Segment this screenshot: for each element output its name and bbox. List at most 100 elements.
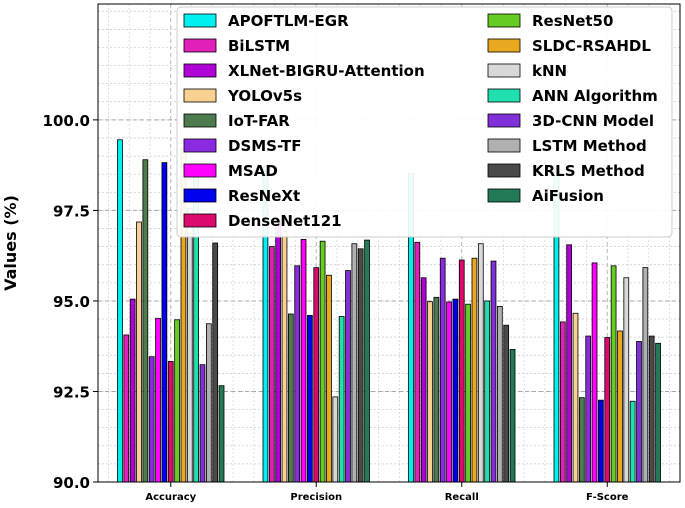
legend-swatch bbox=[183, 38, 217, 53]
legend-label: AiFusion bbox=[532, 187, 604, 205]
bar bbox=[414, 241, 421, 483]
x-tick-label: Recall bbox=[445, 492, 479, 503]
bar bbox=[509, 349, 516, 483]
bar bbox=[591, 262, 598, 483]
bar bbox=[148, 356, 155, 483]
bar bbox=[433, 296, 440, 483]
bar bbox=[636, 341, 642, 483]
legend-label: 3D-CNN Model bbox=[532, 112, 654, 130]
bar bbox=[427, 301, 433, 483]
legend: APOFTLM-EGR BiLSTM XLNet-BIGRU-Attention YO… bbox=[176, 6, 673, 238]
legend-label: YOLOv5s bbox=[227, 87, 302, 105]
legend-swatch bbox=[487, 63, 521, 78]
bar bbox=[155, 317, 161, 483]
legend-swatch bbox=[183, 213, 217, 228]
bar bbox=[218, 385, 225, 483]
legend-swatch bbox=[183, 88, 217, 103]
bar bbox=[161, 162, 168, 483]
bar bbox=[471, 257, 478, 483]
legend-swatch bbox=[487, 188, 521, 203]
bar bbox=[326, 274, 332, 483]
bar bbox=[490, 260, 497, 483]
bar bbox=[300, 238, 307, 483]
legend-swatch bbox=[487, 38, 521, 53]
bar bbox=[458, 259, 465, 483]
legend-label: LSTM Method bbox=[532, 137, 647, 155]
bar bbox=[655, 342, 661, 483]
legend-swatch bbox=[487, 163, 521, 178]
bar bbox=[566, 244, 573, 483]
bar bbox=[364, 239, 370, 483]
bar bbox=[332, 396, 339, 483]
bar bbox=[338, 316, 345, 483]
legend-swatch bbox=[183, 63, 217, 78]
bar bbox=[319, 240, 326, 483]
bar bbox=[477, 243, 484, 483]
bar bbox=[199, 364, 206, 483]
legend-swatch bbox=[487, 88, 521, 103]
y-tick-label: 95.0 bbox=[53, 293, 90, 311]
bars-layer bbox=[117, 139, 661, 483]
bar bbox=[186, 208, 193, 483]
y-tick-label: 100.0 bbox=[43, 112, 90, 130]
bar bbox=[598, 399, 604, 483]
legend-label: ResNeXt bbox=[228, 187, 300, 205]
y-tick-label: 97.5 bbox=[53, 202, 90, 220]
bar bbox=[484, 300, 491, 483]
y-tick-label: 92.5 bbox=[53, 383, 90, 401]
legend-label: BiLSTM bbox=[228, 37, 290, 55]
bar bbox=[496, 305, 503, 483]
bar bbox=[465, 303, 471, 483]
bar bbox=[357, 248, 364, 483]
bar bbox=[345, 270, 351, 483]
legend-label: APOFTLM-EGR bbox=[228, 12, 349, 30]
bar bbox=[351, 243, 358, 483]
bar bbox=[617, 330, 623, 483]
bar bbox=[275, 220, 282, 483]
legend-swatch bbox=[183, 188, 217, 203]
bar bbox=[287, 313, 294, 483]
bar bbox=[117, 139, 123, 483]
legend-swatch bbox=[183, 13, 217, 28]
bar bbox=[307, 315, 313, 483]
legend-label: SLDC-RSAHDL bbox=[532, 37, 651, 55]
bar bbox=[420, 277, 427, 483]
bar bbox=[585, 335, 592, 483]
bar bbox=[629, 400, 636, 483]
bar bbox=[572, 312, 579, 483]
y-axis: 90.0 92.5 95.0 97.5 100.0 bbox=[43, 112, 98, 492]
bar bbox=[205, 323, 212, 483]
legend-label: KRLS Method bbox=[532, 162, 645, 180]
bar bbox=[174, 319, 180, 483]
bar bbox=[294, 265, 301, 483]
bar bbox=[281, 231, 288, 483]
bar bbox=[648, 335, 655, 483]
bar bbox=[123, 334, 130, 483]
legend-swatch bbox=[183, 113, 217, 128]
x-tick-label: Accuracy bbox=[145, 492, 196, 503]
legend-swatch bbox=[487, 138, 521, 153]
bar bbox=[439, 257, 446, 483]
legend-label: MSAD bbox=[228, 162, 278, 180]
bar bbox=[503, 324, 510, 483]
bar bbox=[212, 242, 219, 483]
legend-label: XLNet-BIGRU-Attention bbox=[228, 62, 425, 80]
legend-swatch bbox=[487, 113, 521, 128]
bar bbox=[559, 321, 566, 483]
legend-label: DenseNet121 bbox=[228, 212, 342, 230]
bar bbox=[446, 301, 452, 483]
legend-label: ANN Algorithm bbox=[532, 87, 658, 105]
legend-label: DSMS-TF bbox=[228, 137, 301, 155]
legend-label: kNN bbox=[532, 62, 567, 80]
bar bbox=[268, 246, 275, 483]
bar bbox=[642, 267, 649, 483]
legend-label: ResNet50 bbox=[532, 12, 613, 30]
y-tick-label: 90.0 bbox=[53, 474, 90, 492]
legend-box bbox=[176, 6, 673, 238]
bar bbox=[129, 298, 136, 483]
bar bbox=[579, 397, 585, 483]
x-tick-label: F-Score bbox=[586, 492, 629, 503]
legend-swatch bbox=[183, 138, 217, 153]
